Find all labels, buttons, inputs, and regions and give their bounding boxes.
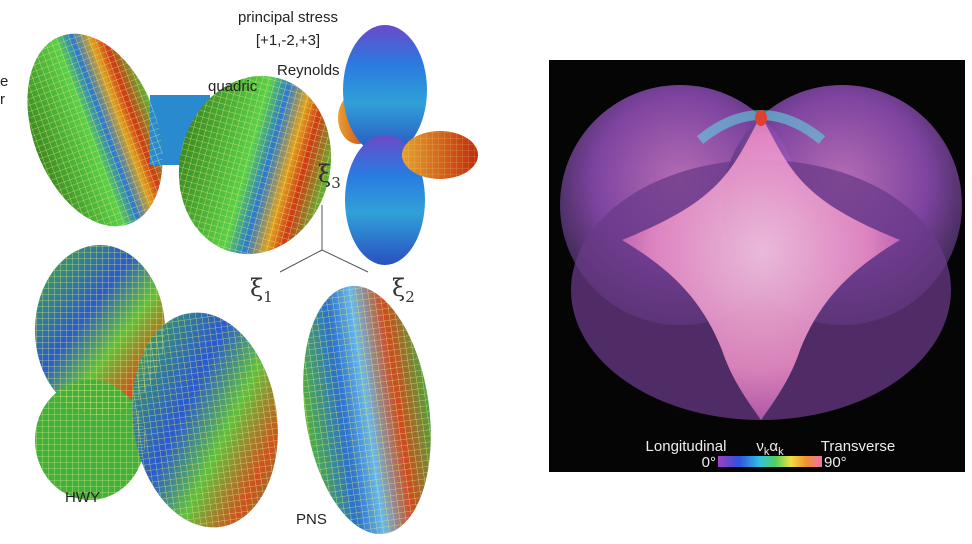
axis-subscript: 3 [331, 174, 341, 192]
label: quadric [208, 78, 258, 95]
label: HWY [65, 489, 100, 506]
legend-max: 90° [824, 454, 847, 471]
axis-symbol: ξ [392, 274, 405, 302]
axis-label: ξ3 [318, 160, 341, 192]
axis-symbol: ξ [318, 160, 331, 188]
quadric-surface [3, 15, 351, 272]
reynolds-surface [338, 25, 478, 265]
edge-fragment: e [0, 73, 8, 90]
label: Reynolds [277, 62, 340, 79]
legend-min: 0° [702, 454, 716, 471]
title: principal stress [238, 9, 338, 26]
label: PNS [296, 511, 327, 528]
right-panel [549, 60, 965, 472]
legend-right: Transverse [821, 438, 895, 455]
axis-subscript: 2 [405, 288, 415, 306]
pns-surface [288, 278, 446, 543]
axis-symbol: ξ [250, 274, 263, 302]
axis-label: ξ1 [250, 274, 273, 306]
symbol: ν [756, 438, 764, 455]
subscript: k [778, 446, 784, 458]
legend-left: Longitudinal [646, 438, 727, 455]
figure: principal stress [+1,-2,+3] e r quadric … [0, 0, 972, 544]
edge-fragment: r [0, 91, 5, 108]
axis-label: ξ2 [392, 274, 415, 306]
symbol: α [769, 438, 778, 455]
axis-subscript: 1 [263, 288, 273, 306]
subtitle: [+1,-2,+3] [256, 32, 320, 49]
